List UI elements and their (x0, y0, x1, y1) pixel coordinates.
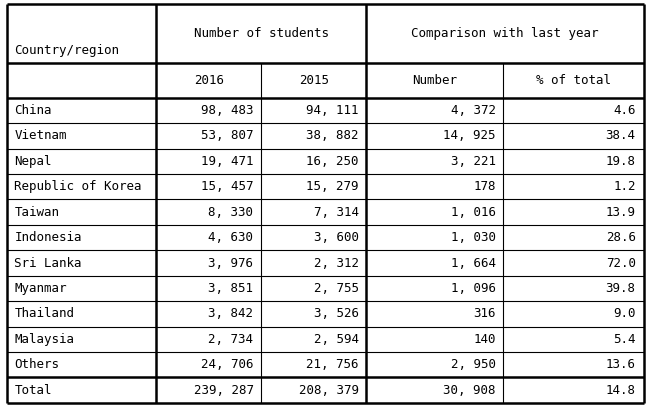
Text: 9.0: 9.0 (613, 307, 636, 320)
Text: 4, 372: 4, 372 (450, 104, 495, 117)
Text: 2, 734: 2, 734 (209, 333, 254, 346)
Text: 39.8: 39.8 (606, 282, 636, 295)
Text: 94, 111: 94, 111 (306, 104, 359, 117)
Text: 7, 314: 7, 314 (313, 206, 359, 219)
Text: Others: Others (14, 358, 59, 371)
Text: Vietnam: Vietnam (14, 129, 67, 142)
Text: 208, 379: 208, 379 (298, 384, 359, 397)
Text: 30, 908: 30, 908 (443, 384, 495, 397)
Text: 239, 287: 239, 287 (194, 384, 254, 397)
Text: 140: 140 (473, 333, 495, 346)
Text: 3, 600: 3, 600 (313, 231, 359, 244)
Text: 3, 842: 3, 842 (209, 307, 254, 320)
Text: Number of students: Number of students (194, 27, 329, 40)
Text: 14, 925: 14, 925 (443, 129, 495, 142)
Text: 1, 664: 1, 664 (450, 256, 495, 269)
Text: 2, 755: 2, 755 (313, 282, 359, 295)
Text: Taiwan: Taiwan (14, 206, 59, 219)
Text: 15, 457: 15, 457 (201, 180, 254, 193)
Text: 1, 016: 1, 016 (450, 206, 495, 219)
Text: 38.4: 38.4 (606, 129, 636, 142)
Text: 2015: 2015 (299, 74, 329, 87)
Text: Republic of Korea: Republic of Korea (14, 180, 142, 193)
Text: 2, 594: 2, 594 (313, 333, 359, 346)
Text: 3, 526: 3, 526 (313, 307, 359, 320)
Text: 19, 471: 19, 471 (201, 155, 254, 168)
Text: % of total: % of total (536, 74, 611, 87)
Text: 24, 706: 24, 706 (201, 358, 254, 371)
Text: 5.4: 5.4 (613, 333, 636, 346)
Text: Nepal: Nepal (14, 155, 52, 168)
Text: Thailand: Thailand (14, 307, 74, 320)
Text: Indonesia: Indonesia (14, 231, 82, 244)
Text: 14.8: 14.8 (606, 384, 636, 397)
Text: 19.8: 19.8 (606, 155, 636, 168)
Text: 1.2: 1.2 (613, 180, 636, 193)
Text: 21, 756: 21, 756 (306, 358, 359, 371)
Text: Myanmar: Myanmar (14, 282, 67, 295)
Text: 8, 330: 8, 330 (209, 206, 254, 219)
Text: 38, 882: 38, 882 (306, 129, 359, 142)
Text: 1, 096: 1, 096 (450, 282, 495, 295)
Text: 3, 851: 3, 851 (209, 282, 254, 295)
Text: Country/region: Country/region (14, 44, 120, 57)
Text: 15, 279: 15, 279 (306, 180, 359, 193)
Text: Malaysia: Malaysia (14, 333, 74, 346)
Text: 3, 976: 3, 976 (209, 256, 254, 269)
Text: 98, 483: 98, 483 (201, 104, 254, 117)
Text: 3, 221: 3, 221 (450, 155, 495, 168)
Text: China: China (14, 104, 52, 117)
Text: Number: Number (412, 74, 458, 87)
Text: 2016: 2016 (194, 74, 224, 87)
Text: Sri Lanka: Sri Lanka (14, 256, 82, 269)
Text: Total: Total (14, 384, 52, 397)
Text: 1, 030: 1, 030 (450, 231, 495, 244)
Text: 28.6: 28.6 (606, 231, 636, 244)
Text: 72.0: 72.0 (606, 256, 636, 269)
Text: 13.6: 13.6 (606, 358, 636, 371)
Text: 316: 316 (473, 307, 495, 320)
Text: 178: 178 (473, 180, 495, 193)
Text: 4.6: 4.6 (613, 104, 636, 117)
Text: 13.9: 13.9 (606, 206, 636, 219)
Text: 2, 950: 2, 950 (450, 358, 495, 371)
Text: 53, 807: 53, 807 (201, 129, 254, 142)
Text: Comparison with last year: Comparison with last year (411, 27, 599, 40)
Text: 4, 630: 4, 630 (209, 231, 254, 244)
Text: 2, 312: 2, 312 (313, 256, 359, 269)
Text: 16, 250: 16, 250 (306, 155, 359, 168)
